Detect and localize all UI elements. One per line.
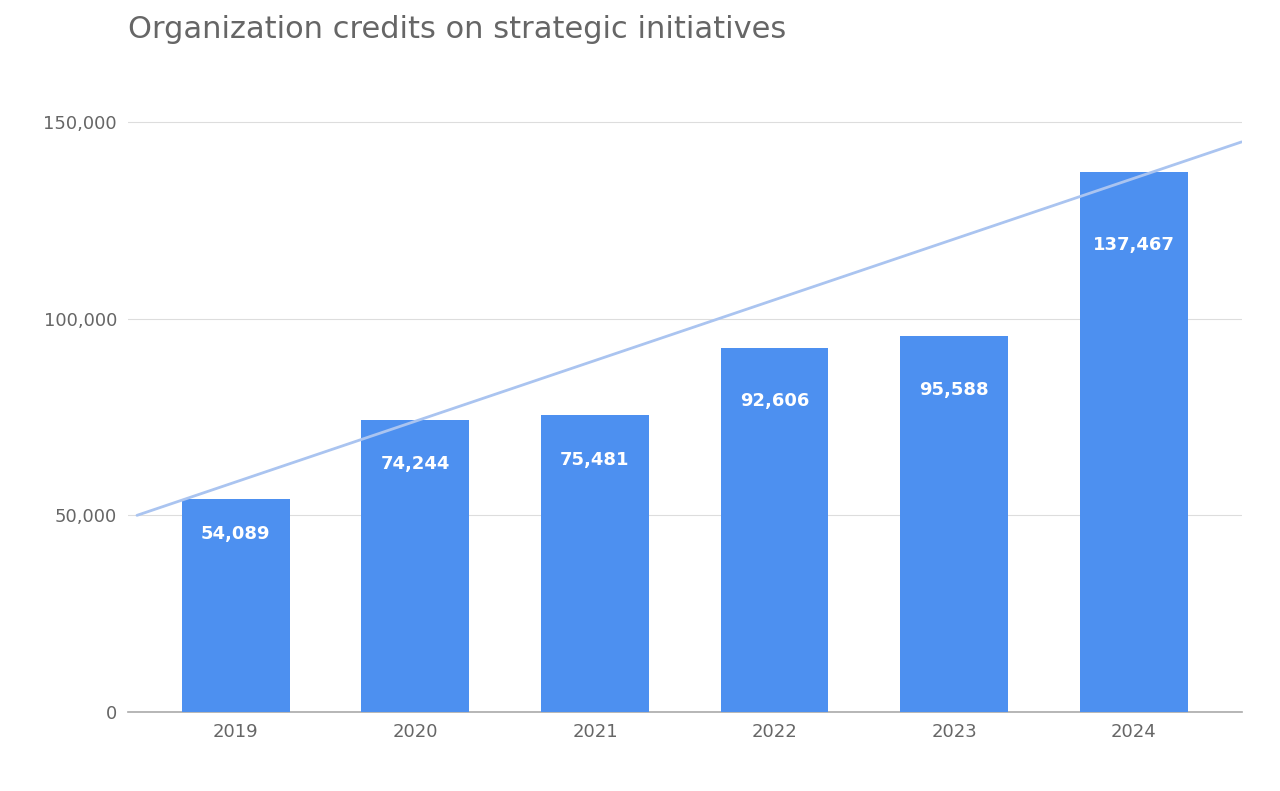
Bar xyxy=(541,415,649,712)
Bar xyxy=(900,336,1009,712)
Text: 95,588: 95,588 xyxy=(919,381,989,399)
Text: 74,244: 74,244 xyxy=(380,455,451,473)
Bar xyxy=(361,420,470,712)
Bar xyxy=(721,348,828,712)
Text: 75,481: 75,481 xyxy=(561,451,630,469)
Text: 137,467: 137,467 xyxy=(1093,237,1175,255)
Text: Organization credits on strategic initiatives: Organization credits on strategic initia… xyxy=(128,15,786,44)
Text: 92,606: 92,606 xyxy=(740,392,809,410)
Bar xyxy=(182,499,289,712)
Text: 54,089: 54,089 xyxy=(201,524,270,543)
Bar xyxy=(1080,172,1188,712)
